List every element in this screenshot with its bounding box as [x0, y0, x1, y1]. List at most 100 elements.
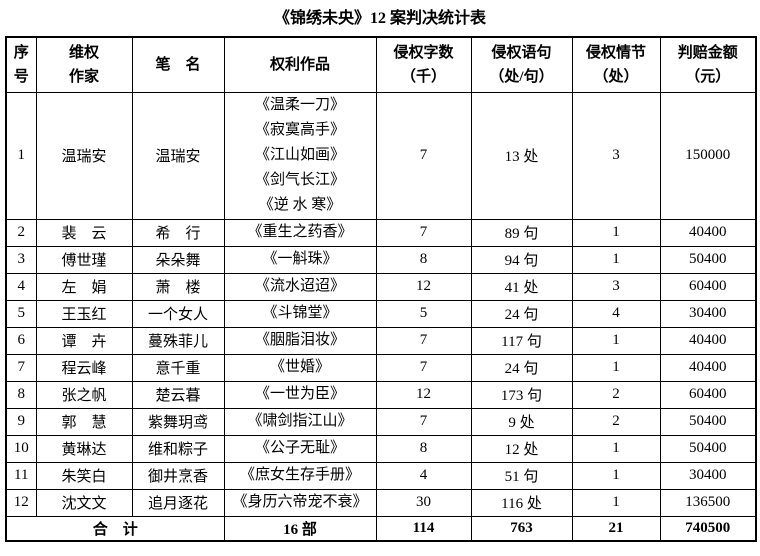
column-header-sentences: 侵权语句 （处/句） — [470, 36, 573, 93]
cell-amount: 30400 — [659, 461, 757, 490]
table-body: 1 温瑞安 温瑞安 《温柔一刀》 《寂寞高手》 《江山如画》 《剑气长江》 《逆 水 寒》 7 1… — [5, 91, 757, 542]
column-header-word-count: 侵权字数 （千） — [375, 36, 472, 93]
work-title: 《胭脂泪妆》 — [254, 332, 345, 348]
cell-works: 《一世为臣》 — [223, 380, 377, 409]
cell-plots: 1 — [571, 326, 661, 355]
cell-pen-name: 温瑞安 — [131, 91, 225, 220]
cell-pen-name: 追月逐花 — [131, 488, 225, 517]
cell-works: 《斗锦堂》 — [223, 299, 377, 328]
table-header: 序号维权 作家笔 名权利作品 侵权字数 （千） 侵权语句 （处/句） 侵权情节 （处） 判赔金额… — [5, 36, 757, 93]
cell-pen-name: 萧 楼 — [131, 272, 225, 301]
cell-word-count: 8 — [375, 434, 472, 463]
cell-serial: 11 — [5, 461, 37, 490]
cell-word-count: 7 — [375, 326, 472, 355]
cell-works: 《公子无耻》 — [223, 434, 377, 463]
work-title: 《寂寞高手》 — [254, 122, 345, 138]
cell-author: 温瑞安 — [35, 91, 133, 220]
cell-author: 沈文文 — [35, 488, 133, 517]
column-header-serial: 序号 — [5, 36, 37, 93]
column-header-line: 序 — [13, 44, 29, 61]
work-title: 《重生之药香》 — [247, 224, 353, 240]
cell-word-count: 5 — [375, 299, 472, 328]
cell-serial: 9 — [5, 407, 37, 436]
cell-pen-name: 希 行 — [131, 218, 225, 247]
total-amount: 740500 — [659, 515, 757, 542]
work-title: 《一斛珠》 — [262, 251, 338, 267]
cell-amount: 150000 — [659, 91, 757, 220]
column-header-line: （处/句） — [489, 68, 554, 85]
cell-word-count: 30 — [375, 488, 472, 517]
cell-amount: 30400 — [659, 299, 757, 328]
cell-plots: 1 — [571, 488, 661, 517]
cell-sentences: 24 句 — [470, 299, 573, 328]
cell-word-count: 7 — [375, 407, 472, 436]
cell-sentences: 89 句 — [470, 218, 573, 247]
cell-pen-name: 蔓殊菲儿 — [131, 326, 225, 355]
cell-word-count: 4 — [375, 461, 472, 490]
cell-serial: 4 — [5, 272, 37, 301]
cell-serial: 5 — [5, 299, 37, 328]
work-title: 《温柔一刀》 — [254, 97, 345, 113]
cell-plots: 1 — [571, 434, 661, 463]
cell-sentences: 51 句 — [470, 461, 573, 490]
cell-works: 《世婚》 — [223, 353, 377, 382]
work-title: 《流水迢迢》 — [254, 278, 345, 294]
column-header-line: 维权 — [68, 44, 99, 61]
cell-works: 《温柔一刀》 《寂寞高手》 《江山如画》 《剑气长江》 《逆 水 寒》 — [223, 91, 377, 220]
cell-amount: 136500 — [659, 488, 757, 517]
cell-author: 郭 慧 — [35, 407, 133, 436]
work-title: 《啸剑指江山》 — [247, 413, 353, 429]
column-header-amount: 判赔金额 （元） — [659, 36, 757, 93]
work-title: 《斗锦堂》 — [262, 305, 338, 321]
table-row: 10 黄琳达 维和粽子 《公子无耻》 8 12 处 1 50400 — [5, 434, 757, 463]
column-header-works: 权利作品 — [223, 36, 377, 93]
column-header-line: 号 — [13, 68, 29, 85]
cell-sentences: 94 句 — [470, 245, 573, 274]
table-row: 12 沈文文 追月逐花 《身历六帝宠不衰》 30 116 处 1 136500 — [5, 488, 757, 517]
column-header-line: （千） — [400, 68, 446, 85]
column-header-line: （元） — [685, 68, 731, 85]
cell-amount: 50400 — [659, 434, 757, 463]
table-row: 3 傅世瑾 朵朵舞 《一斛珠》 8 94 句 1 50400 — [5, 245, 757, 274]
cell-serial: 7 — [5, 353, 37, 382]
table-row: 7 程云峰 意千重 《世婚》 7 24 句 1 40400 — [5, 353, 757, 382]
cell-sentences: 116 处 — [470, 488, 573, 517]
work-title: 《身历六帝宠不衰》 — [232, 494, 368, 510]
cell-pen-name: 紫舞玥鸢 — [131, 407, 225, 436]
cell-author: 张之帆 — [35, 380, 133, 409]
cell-author: 黄琳达 — [35, 434, 133, 463]
cell-amount: 60400 — [659, 380, 757, 409]
cell-plots: 1 — [571, 353, 661, 382]
cell-plots: 4 — [571, 299, 661, 328]
cell-sentences: 9 处 — [470, 407, 573, 436]
total-word-count: 114 — [375, 515, 472, 542]
column-header-line: 权利作品 — [269, 56, 330, 73]
work-title: 《江山如画》 — [254, 147, 345, 163]
cell-plots: 3 — [571, 272, 661, 301]
cell-author: 王玉红 — [35, 299, 133, 328]
work-title: 《逆 水 寒》 — [258, 197, 342, 213]
cell-amount: 50400 — [659, 407, 757, 436]
cell-works: 《一斛珠》 — [223, 245, 377, 274]
cell-works: 《啸剑指江山》 — [223, 407, 377, 436]
table-row: 8 张之帆 楚云暮 《一世为臣》 12 173 句 2 60400 — [5, 380, 757, 409]
column-header-line: 侵权字数 — [393, 44, 454, 61]
cell-pen-name: 朵朵舞 — [131, 245, 225, 274]
cell-sentences: 24 句 — [470, 353, 573, 382]
table-row: 11 朱笑白 御井烹香 《庶女生存手册》 4 51 句 1 30400 — [5, 461, 757, 490]
cell-word-count: 12 — [375, 272, 472, 301]
work-title: 《公子无耻》 — [254, 440, 345, 456]
work-title: 《一世为臣》 — [254, 386, 345, 402]
cell-works: 《身历六帝宠不衰》 — [223, 488, 377, 517]
column-header-pen-name: 笔 名 — [131, 36, 225, 93]
total-works: 16 部 — [223, 515, 377, 542]
cell-author: 朱笑白 — [35, 461, 133, 490]
cell-serial: 6 — [5, 326, 37, 355]
cell-pen-name: 意千重 — [131, 353, 225, 382]
cell-author: 谭 卉 — [35, 326, 133, 355]
table-row: 5 王玉红 一个女人 《斗锦堂》 5 24 句 4 30400 — [5, 299, 757, 328]
